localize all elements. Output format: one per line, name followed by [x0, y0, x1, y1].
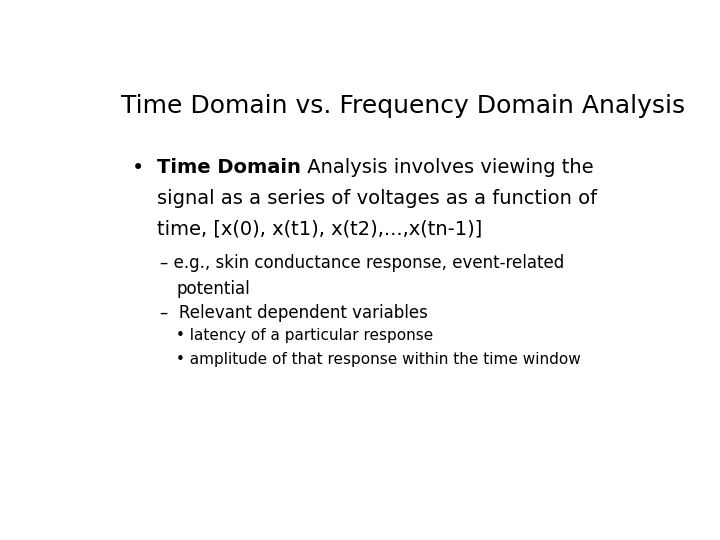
Text: •: • [132, 158, 144, 178]
Text: potential: potential [176, 280, 251, 298]
Text: Time Domain vs. Frequency Domain Analysis: Time Domain vs. Frequency Domain Analysi… [121, 94, 685, 118]
Text: • amplitude of that response within the time window: • amplitude of that response within the … [176, 352, 581, 367]
Text: time, [x(0), x(t1), x(t2),...,x(tn-1)]: time, [x(0), x(t1), x(t2),...,x(tn-1)] [157, 219, 482, 238]
Text: Time Domain: Time Domain [157, 158, 301, 177]
Text: –  Relevant dependent variables: – Relevant dependent variables [160, 304, 428, 322]
Text: signal as a series of voltages as a function of: signal as a series of voltages as a func… [157, 188, 597, 208]
Text: Analysis involves viewing the: Analysis involves viewing the [301, 158, 593, 177]
Text: – e.g., skin conductance response, event-related: – e.g., skin conductance response, event… [160, 254, 564, 272]
Text: • latency of a particular response: • latency of a particular response [176, 328, 433, 343]
